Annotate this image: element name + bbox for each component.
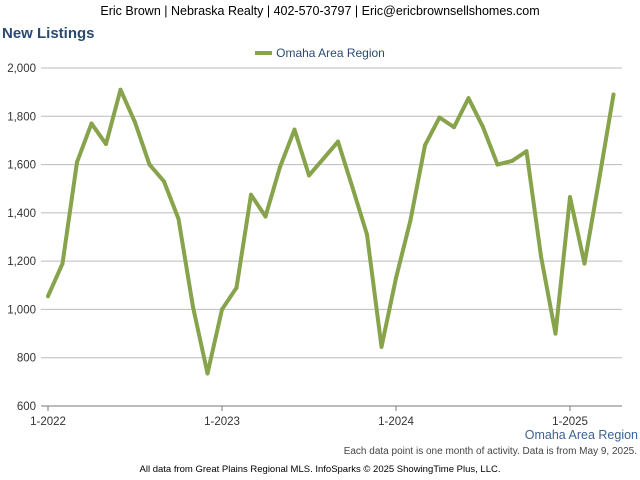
data-point: [147, 162, 152, 167]
y-tick-label: 800: [17, 353, 36, 365]
data-point: [611, 92, 616, 97]
region-caption: Omaha Area Region: [524, 428, 638, 442]
data-point: [437, 115, 442, 120]
data-point: [46, 294, 50, 299]
data-point: [553, 331, 558, 336]
data-point: [379, 344, 384, 349]
x-tick-label: 1-2022: [30, 416, 66, 428]
data-point: [539, 254, 543, 259]
data-point: [423, 143, 427, 148]
x-tick-label: 1-2024: [378, 416, 414, 428]
data-point: [495, 162, 500, 167]
data-point: [336, 139, 340, 144]
y-tick-label: 600: [17, 401, 36, 413]
y-tick-label: 1,600: [7, 160, 36, 172]
data-point: [394, 276, 398, 281]
data-point: [452, 125, 456, 130]
data-point: [60, 261, 65, 266]
data-point: [278, 164, 282, 169]
data-point: [466, 96, 471, 101]
y-tick-label: 1,200: [7, 256, 36, 268]
data-point: [205, 371, 210, 376]
data-point: [133, 120, 137, 125]
data-point: [408, 218, 413, 223]
data-point: [481, 125, 485, 130]
data-point: [582, 261, 587, 266]
y-tick-label: 1,000: [7, 304, 36, 316]
legend-label: Omaha Area Region: [276, 46, 385, 60]
contact-header: Eric Brown | Nebraska Realty | 402-570-3…: [0, 0, 640, 22]
data-point: [220, 307, 224, 312]
data-point: [292, 127, 297, 132]
data-note: Each data point is one month of activity…: [343, 446, 637, 457]
data-point: [568, 195, 572, 200]
data-point: [510, 158, 514, 163]
data-point: [597, 178, 601, 183]
footer-credit: All data from Great Plains Regional MLS.…: [139, 464, 501, 475]
data-point: [249, 192, 253, 197]
y-tick-label: 2,000: [7, 63, 36, 75]
series-line-omaha: [46, 87, 616, 376]
data-point: [263, 214, 268, 219]
legend-swatch: [255, 50, 273, 55]
data-point: [75, 160, 79, 165]
data-point: [307, 173, 311, 178]
data-point: [234, 285, 239, 290]
y-tick-label: 1,400: [7, 208, 36, 220]
x-tick-label: 1-2023: [204, 416, 240, 428]
legend: Omaha Area Region: [0, 46, 640, 60]
data-point: [89, 121, 94, 126]
data-point: [321, 156, 326, 161]
data-point: [162, 179, 166, 184]
data-point: [176, 216, 181, 221]
data-point: [524, 149, 529, 154]
data-point: [104, 142, 108, 147]
x-tick-label: 1-2025: [552, 416, 588, 428]
data-point: [350, 185, 355, 190]
y-tick-label: 1,800: [7, 111, 36, 123]
data-point: [118, 87, 123, 92]
data-point: [191, 305, 195, 310]
chart-title: New Listings: [2, 25, 95, 42]
data-point: [365, 232, 369, 237]
